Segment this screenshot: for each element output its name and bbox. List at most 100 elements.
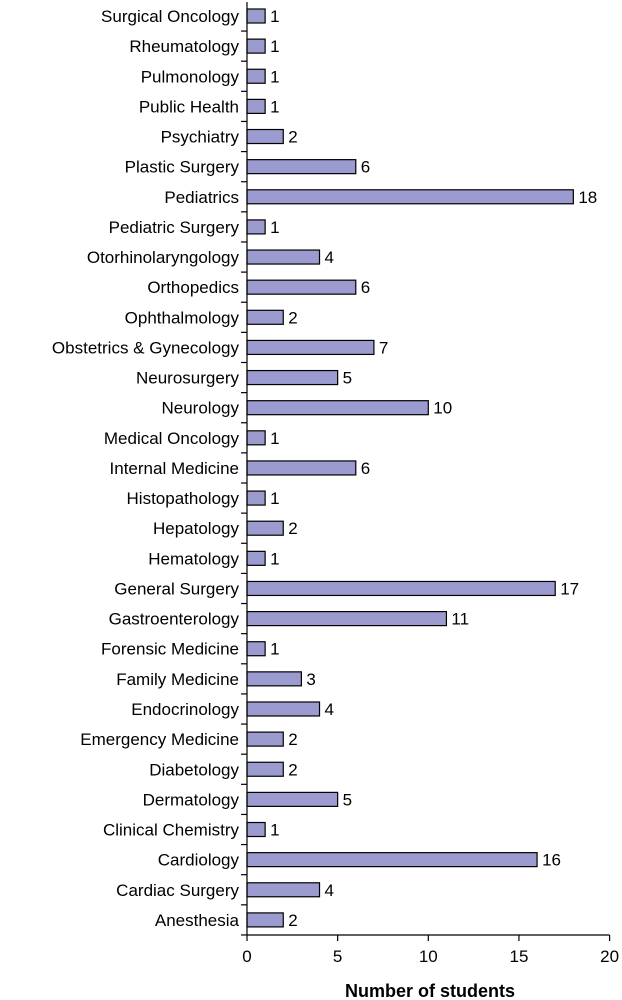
bar <box>246 219 266 235</box>
category-label: General Surgery <box>114 579 239 598</box>
x-tick-label: 5 <box>333 947 342 966</box>
value-label: 5 <box>343 790 352 809</box>
bar <box>246 550 266 566</box>
value-label: 4 <box>325 700 334 719</box>
category-label: Orthopedics <box>147 278 239 297</box>
bar <box>246 400 429 416</box>
category-label: Family Medicine <box>116 670 239 689</box>
axes-layer: 0 5 10 15 20 <box>241 2 619 966</box>
value-label: 6 <box>361 158 370 177</box>
category-label: Emergency Medicine <box>80 730 239 749</box>
value-label: 1 <box>270 67 279 86</box>
bars-layer: Surgical Oncology 1 Rheumatology 1 Pulmonolo… <box>52 7 597 930</box>
value-label: 1 <box>270 489 279 508</box>
category-label: Neurology <box>162 399 240 418</box>
category-label: Neurosurgery <box>136 369 239 388</box>
category-label: Forensic Medicine <box>101 640 239 659</box>
category-label: Medical Oncology <box>104 429 240 448</box>
value-label: 10 <box>433 399 452 418</box>
category-label: Diabetology <box>149 760 239 779</box>
x-tick-label: 20 <box>600 947 619 966</box>
value-label: 5 <box>343 369 352 388</box>
value-label: 17 <box>560 579 579 598</box>
bar <box>246 369 339 386</box>
category-label: Dermatology <box>143 790 240 809</box>
bar <box>246 8 266 24</box>
bar <box>246 520 284 536</box>
bar <box>246 309 284 325</box>
x-tick-label: 10 <box>419 947 438 966</box>
category-label: Hepatology <box>153 519 240 538</box>
value-label: 2 <box>288 308 297 327</box>
category-label: Cardiology <box>158 851 240 870</box>
bar <box>246 38 266 54</box>
category-label: Pediatric Surgery <box>109 218 240 237</box>
bar <box>246 821 266 838</box>
category-label: Ophthalmology <box>125 308 240 327</box>
bar <box>246 490 266 506</box>
category-label: Surgical Oncology <box>101 7 239 26</box>
value-label: 4 <box>325 881 334 900</box>
category-label: Pulmonology <box>141 67 240 86</box>
category-label: Internal Medicine <box>110 459 239 478</box>
value-label: 18 <box>578 188 597 207</box>
bar <box>246 761 284 777</box>
bar <box>246 882 321 898</box>
bar <box>246 641 266 657</box>
value-label: 6 <box>361 459 370 478</box>
bar <box>246 189 574 205</box>
bar <box>246 249 321 265</box>
value-label: 1 <box>270 549 279 568</box>
bar <box>246 791 339 807</box>
value-label: 2 <box>288 128 297 147</box>
category-label: Clinical Chemistry <box>103 821 240 840</box>
value-label: 2 <box>288 760 297 779</box>
value-label: 2 <box>288 730 297 749</box>
value-label: 3 <box>306 670 315 689</box>
value-label: 16 <box>542 851 561 870</box>
bar <box>246 430 266 446</box>
category-label: Plastic Surgery <box>125 158 240 177</box>
value-label: 2 <box>288 519 297 538</box>
bar <box>246 159 357 175</box>
category-label: Public Health <box>139 97 239 116</box>
category-label: Pediatrics <box>164 188 239 207</box>
bar <box>246 279 357 295</box>
category-label: Histopathology <box>127 489 240 508</box>
value-label: 6 <box>361 278 370 297</box>
category-label: Endocrinology <box>131 700 239 719</box>
value-label: 1 <box>270 7 279 26</box>
x-tick-label: 15 <box>509 947 528 966</box>
bar <box>246 731 284 747</box>
value-label: 1 <box>270 640 279 659</box>
bar <box>246 852 538 868</box>
value-label: 1 <box>270 218 279 237</box>
value-label: 1 <box>270 97 279 116</box>
category-label: Rheumatology <box>129 37 239 56</box>
category-label: Psychiatry <box>161 128 240 147</box>
bar <box>246 98 266 114</box>
value-label: 1 <box>270 821 279 840</box>
category-label: Obstetrics & Gynecology <box>52 338 240 357</box>
category-label: Otorhinolaryngology <box>87 248 240 267</box>
x-tick-label: 0 <box>242 947 251 966</box>
bar <box>246 128 284 145</box>
bar <box>246 580 556 597</box>
value-label: 2 <box>288 911 297 930</box>
bar <box>246 912 284 928</box>
value-label: 1 <box>270 37 279 56</box>
bar <box>246 339 375 356</box>
bar <box>246 610 448 627</box>
value-label: 11 <box>451 610 469 629</box>
bar <box>246 671 302 687</box>
category-label: Cardiac Surgery <box>116 881 239 900</box>
value-label: 1 <box>270 429 279 448</box>
value-label: 7 <box>379 338 388 357</box>
x-axis-title: Number of students <box>345 981 515 1000</box>
category-label: Hematology <box>148 549 239 568</box>
value-label: 4 <box>325 248 334 267</box>
category-label: Gastroenterology <box>109 610 240 629</box>
bar <box>246 460 357 476</box>
